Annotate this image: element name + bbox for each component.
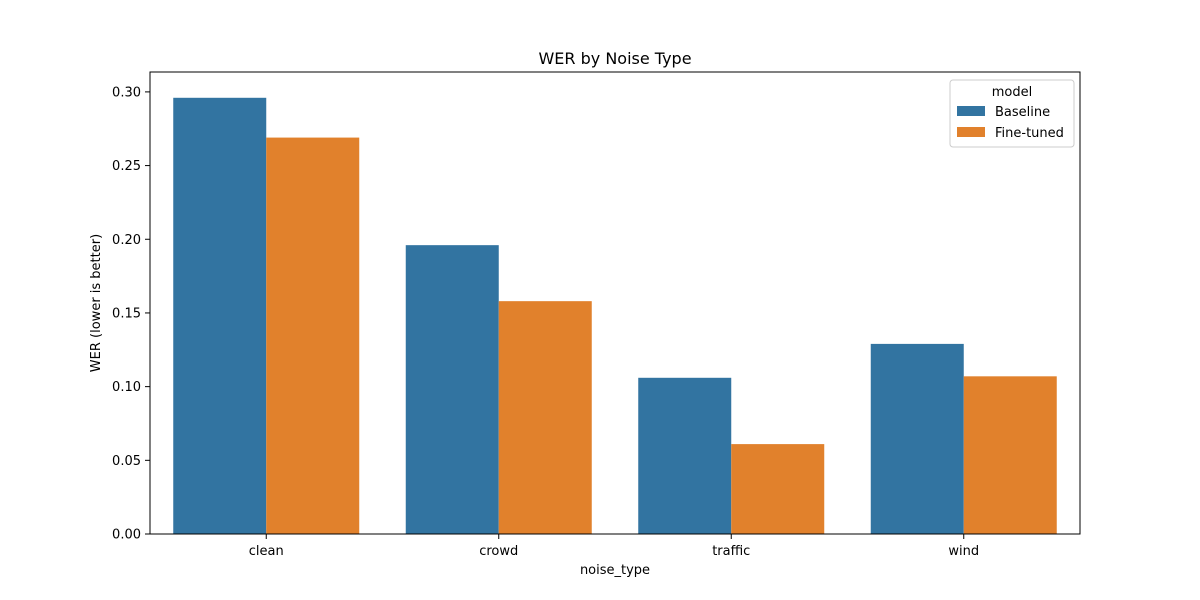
x-tick-label-wind: wind (948, 544, 979, 559)
x-tick-label-traffic: traffic (712, 544, 750, 559)
bar-fine-tuned-clean (266, 137, 360, 534)
bar-fine-tuned-wind (963, 376, 1057, 534)
bars-group (173, 97, 1057, 534)
y-tick-label: 0.25 (112, 159, 141, 174)
x-tick-label-clean: clean (249, 544, 284, 559)
bar-baseline-crowd (405, 245, 499, 534)
y-tick-label: 0.10 (112, 380, 141, 395)
y-tick-label: 0.05 (112, 454, 141, 469)
y-axis-ticks: 0.00 0.05 0.10 0.15 0.20 0.25 0.30 (112, 85, 150, 543)
legend-title: model (992, 85, 1032, 100)
bar-fine-tuned-crowd (498, 301, 592, 534)
legend-label-baseline: Baseline (995, 105, 1050, 120)
legend-label-fine-tuned: Fine-tuned (995, 126, 1064, 141)
x-axis-ticks: clean crowd traffic wind (249, 534, 979, 559)
legend: model Baseline Fine-tuned (949, 79, 1075, 148)
y-tick-label: 0.15 (112, 306, 141, 321)
legend-swatch-fine-tuned (957, 127, 985, 137)
bar-baseline-clean (173, 97, 267, 534)
bar-baseline-wind (870, 343, 964, 534)
chart-title: WER by Noise Type (538, 49, 691, 68)
bar-baseline-traffic (638, 377, 732, 534)
y-tick-label: 0.20 (112, 233, 141, 248)
legend-swatch-baseline (957, 106, 985, 116)
x-axis-label: noise_type (580, 563, 650, 578)
plot-frame (149, 71, 1081, 535)
bar-fine-tuned-traffic (731, 444, 825, 534)
x-tick-label-crowd: crowd (479, 544, 518, 559)
y-axis-label: WER (lower is better) (89, 234, 104, 372)
y-tick-label: 0.30 (112, 85, 141, 100)
y-tick-label: 0.00 (112, 528, 141, 543)
